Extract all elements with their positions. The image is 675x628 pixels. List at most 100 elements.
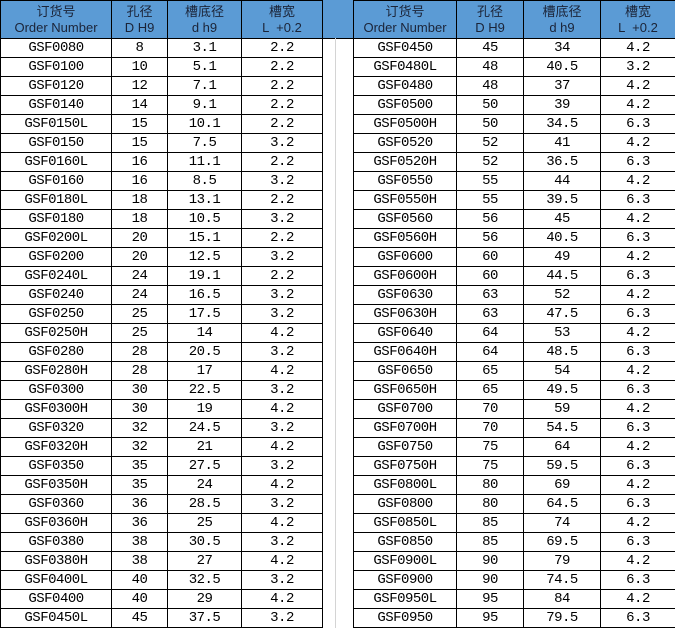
cell-groove-width: 4.2 [600, 247, 675, 267]
cell-groove-diameter: 49 [523, 247, 601, 267]
cell-groove-diameter: 28.5 [167, 494, 242, 514]
header-bore-diameter: 孔径 D H9 [456, 0, 524, 39]
cell-order-number: GSF0640H [353, 342, 457, 362]
cell-bore-diameter: 40 [111, 570, 168, 590]
table-row: GSF0750 75 64 4.2 [353, 437, 675, 457]
table-row: GSF0320 32 24.5 3.2 [0, 418, 323, 438]
table-row: GSF0280 28 20.5 3.2 [0, 342, 323, 362]
header-groove-width: 槽宽 L +0.2 [600, 0, 675, 39]
table-row: GSF0630H 63 47.5 6.3 [353, 304, 675, 324]
table-row: GSF0500H 50 34.5 6.3 [353, 114, 675, 134]
header-en: D H9 [475, 19, 505, 35]
cell-groove-diameter: 74.5 [523, 570, 601, 590]
cell-order-number: GSF0800L [353, 475, 457, 495]
cell-groove-diameter: 41 [523, 133, 601, 153]
cell-bore-diameter: 55 [456, 171, 524, 191]
table-row: GSF0120 12 7.1 2.2 [0, 76, 323, 96]
cell-bore-diameter: 52 [456, 152, 524, 172]
cell-groove-diameter: 36.5 [523, 152, 601, 172]
cell-groove-width: 3.2 [241, 133, 323, 153]
table-row: GSF0180 18 10.5 3.2 [0, 209, 323, 229]
table-row: GSF0320H 32 21 4.2 [0, 437, 323, 457]
cell-bore-diameter: 85 [456, 513, 524, 533]
cell-order-number: GSF0750 [353, 437, 457, 457]
header-order-number: 订货号 Order Number [0, 0, 112, 39]
cell-order-number: GSF0750H [353, 456, 457, 476]
table-row: GSF0630 63 52 4.2 [353, 285, 675, 305]
header-cn: 订货号 [385, 3, 425, 19]
cell-groove-width: 6.3 [600, 114, 675, 134]
cell-bore-diameter: 16 [111, 171, 168, 191]
cell-bore-diameter: 64 [456, 323, 524, 343]
cell-order-number: GSF0640 [353, 323, 457, 343]
cell-bore-diameter: 24 [111, 266, 168, 286]
cell-groove-width: 3.2 [241, 456, 323, 476]
table-row: GSF0550H 55 39.5 6.3 [353, 190, 675, 210]
cell-bore-diameter: 38 [111, 551, 168, 571]
header-en: d h9 [549, 19, 575, 35]
cell-groove-diameter: 44 [523, 171, 601, 191]
cell-bore-diameter: 15 [111, 133, 168, 153]
cell-groove-width: 6.3 [600, 266, 675, 286]
table-row: GSF0360H 36 25 4.2 [0, 513, 323, 533]
cell-bore-diameter: 30 [111, 399, 168, 419]
cell-order-number: GSF0200L [0, 228, 112, 248]
cell-groove-width: 6.3 [600, 380, 675, 400]
cell-groove-diameter: 44.5 [523, 266, 601, 286]
cell-groove-diameter: 64 [523, 437, 601, 457]
cell-groove-width: 3.2 [241, 209, 323, 229]
cell-groove-width: 4.2 [600, 551, 675, 571]
cell-groove-width: 3.2 [241, 418, 323, 438]
gridline [335, 38, 336, 628]
table-row: GSF0650H 65 49.5 6.3 [353, 380, 675, 400]
table-row: GSF0700H 70 54.5 6.3 [353, 418, 675, 438]
table-row: GSF0240 24 16.5 3.2 [0, 285, 323, 305]
cell-groove-diameter: 27 [167, 551, 242, 571]
cell-groove-diameter: 45 [523, 209, 601, 229]
cell-order-number: GSF0850L [353, 513, 457, 533]
cell-order-number: GSF0850 [353, 532, 457, 552]
cell-groove-diameter: 20.5 [167, 342, 242, 362]
cell-groove-diameter: 5.1 [167, 57, 242, 77]
cell-groove-width: 4.2 [600, 361, 675, 381]
cell-groove-diameter: 37 [523, 76, 601, 96]
table-row: GSF0950L 95 84 4.2 [353, 589, 675, 609]
cell-order-number: GSF0240 [0, 285, 112, 305]
cell-bore-diameter: 90 [456, 570, 524, 590]
cell-groove-width: 6.3 [600, 494, 675, 514]
cell-bore-diameter: 80 [456, 494, 524, 514]
table-row: GSF0180L 18 13.1 2.2 [0, 190, 323, 210]
cell-order-number: GSF0160L [0, 152, 112, 172]
table-row: GSF0640 64 53 4.2 [353, 323, 675, 343]
header-cn: 订货号 [36, 3, 76, 19]
cell-groove-diameter: 19 [167, 399, 242, 419]
cell-bore-diameter: 32 [111, 418, 168, 438]
cell-groove-width: 4.2 [600, 475, 675, 495]
table-row: GSF0520H 52 36.5 6.3 [353, 152, 675, 172]
table-row: GSF0300H 30 19 4.2 [0, 399, 323, 419]
table-row: GSF0450L 45 37.5 3.2 [0, 608, 323, 628]
cell-order-number: GSF0350H [0, 475, 112, 495]
cell-bore-diameter: 18 [111, 209, 168, 229]
cell-groove-width: 4.2 [600, 513, 675, 533]
table-row: GSF0900 90 74.5 6.3 [353, 570, 675, 590]
cell-order-number: GSF0180 [0, 209, 112, 229]
cell-order-number: GSF0550 [353, 171, 457, 191]
cell-groove-diameter: 14 [167, 323, 242, 343]
cell-groove-width: 4.2 [600, 76, 675, 96]
cell-order-number: GSF0900L [353, 551, 457, 571]
table-row: GSF0600H 60 44.5 6.3 [353, 266, 675, 286]
cell-order-number: GSF0560 [353, 209, 457, 229]
cell-groove-width: 3.2 [241, 171, 323, 191]
cell-order-number: GSF0450L [0, 608, 112, 628]
table-row: GSF0480L 48 40.5 3.2 [353, 57, 675, 77]
cell-bore-diameter: 50 [456, 95, 524, 115]
cell-groove-width: 3.2 [241, 532, 323, 552]
cell-groove-diameter: 39 [523, 95, 601, 115]
cell-groove-diameter: 79 [523, 551, 601, 571]
cell-order-number: GSF0150L [0, 114, 112, 134]
header-cn: 槽底径 [184, 3, 224, 19]
cell-bore-diameter: 10 [111, 57, 168, 77]
cell-groove-diameter: 48.5 [523, 342, 601, 362]
cell-groove-width: 6.3 [600, 304, 675, 324]
